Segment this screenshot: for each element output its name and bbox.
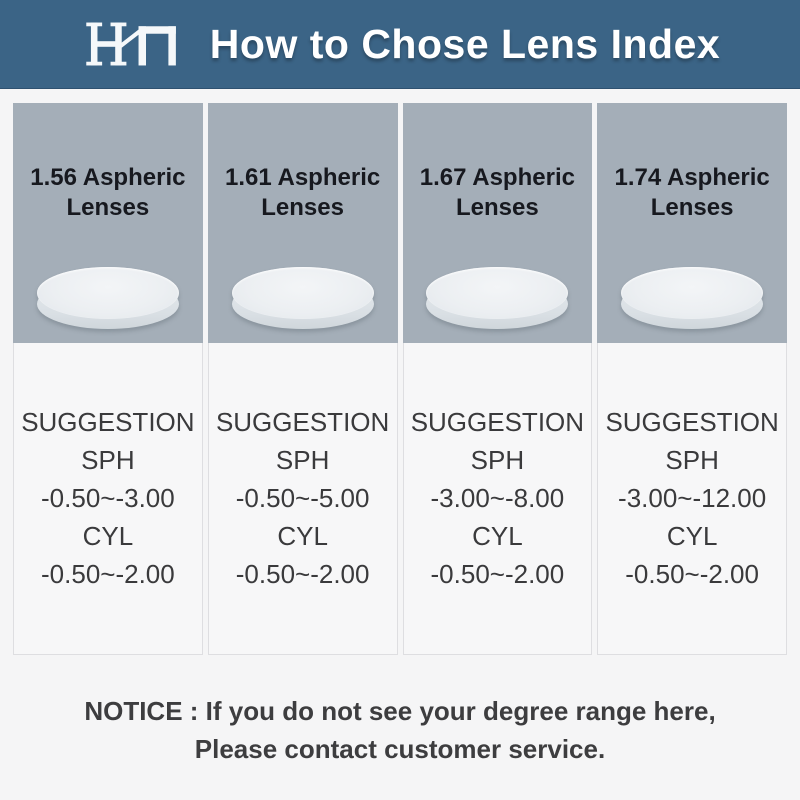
lens-column-header: 1.74 Aspheric Lenses	[597, 103, 787, 343]
cyl-range: -0.50~-2.00	[41, 559, 175, 589]
cyl-range: -0.50~-2.00	[430, 559, 565, 589]
suggestion-label: SUGGESTION	[410, 407, 585, 437]
lens-disc-image	[231, 267, 374, 331]
lens-column-1-61: 1.61 Aspheric Lenses SUGGESTION SPH -0.5…	[207, 103, 398, 655]
suggestion-panel: SUGGESTION SPH -0.50~-5.00 CYL -0.50~-2.…	[207, 343, 398, 655]
sph-range: -0.50~-3.00	[41, 483, 175, 513]
lens-comparison-table: 1.56 Aspheric Lenses SUGGESTION SPH -0.5…	[13, 103, 787, 655]
suggestion-panel: SUGGESTION SPH -3.00~-8.00 CYL -0.50~-2.…	[402, 343, 593, 655]
lens-index-title: 1.56 Aspheric Lenses	[30, 164, 186, 221]
sph-label: SPH	[275, 445, 330, 475]
lens-column-1-74: 1.74 Aspheric Lenses SUGGESTION SPH -3.0…	[597, 103, 787, 655]
sph-label: SPH	[470, 445, 525, 475]
lens-column-header: 1.56 Aspheric Lenses	[13, 103, 203, 343]
suggestion-panel: SUGGESTION SPH -3.00~-12.00 CYL -0.50~-2…	[597, 343, 787, 655]
sph-range: -3.00~-8.00	[430, 483, 565, 513]
lens-column-header: 1.61 Aspheric Lenses	[207, 103, 398, 343]
lens-column-header: 1.67 Aspheric Lenses	[402, 103, 593, 343]
lens-index-title: 1.74 Aspheric Lenses	[614, 164, 770, 221]
lens-disc-image	[36, 267, 179, 331]
sph-label: SPH	[81, 445, 135, 475]
cyl-label: CYL	[666, 521, 718, 551]
sph-range: -3.00~-12.00	[618, 483, 767, 513]
cyl-label: CYL	[82, 521, 134, 551]
cyl-range: -0.50~-2.00	[235, 559, 370, 589]
suggestion-label: SUGGESTION	[21, 407, 195, 437]
lens-column-1-56: 1.56 Aspheric Lenses SUGGESTION SPH -0.5…	[13, 103, 203, 655]
lens-disc-image	[426, 267, 569, 331]
lens-index-title: 1.67 Aspheric Lenses	[419, 164, 575, 221]
suggestion-label: SUGGESTION	[605, 407, 779, 437]
suggestion-label: SUGGESTION	[215, 407, 390, 437]
page-title: How to Chose Lens Index	[209, 20, 721, 67]
sph-range: -0.50~-5.00	[235, 483, 370, 513]
notice-line-2: Please contact customer service.	[194, 734, 606, 764]
sph-label: SPH	[665, 445, 719, 475]
glasses-logo-icon	[80, 16, 184, 72]
notice: NOTICE : If you do not see your degree r…	[0, 692, 800, 768]
cyl-label: CYL	[277, 521, 328, 551]
lens-disc-image	[621, 267, 764, 331]
cyl-range: -0.50~-2.00	[625, 559, 759, 589]
suggestion-panel: SUGGESTION SPH -0.50~-3.00 CYL -0.50~-2.…	[13, 343, 203, 655]
header: How to Chose Lens Index	[0, 0, 800, 88]
notice-line-1: NOTICE : If you do not see your degree r…	[84, 696, 716, 726]
lens-index-title: 1.61 Aspheric Lenses	[225, 164, 381, 221]
cyl-label: CYL	[472, 521, 523, 551]
lens-column-1-67: 1.67 Aspheric Lenses SUGGESTION SPH -3.0…	[402, 103, 593, 655]
